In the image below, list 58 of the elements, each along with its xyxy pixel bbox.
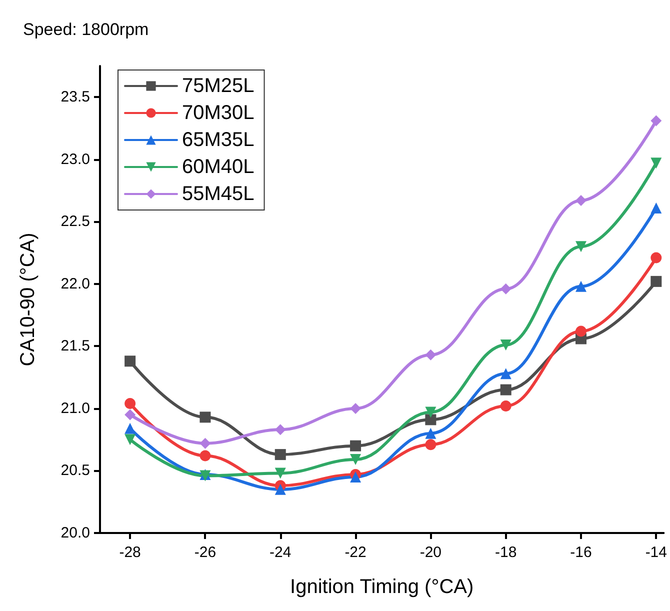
point — [350, 440, 362, 452]
point — [274, 424, 286, 436]
point — [425, 439, 436, 450]
point — [576, 280, 587, 292]
point — [576, 326, 587, 337]
point — [274, 484, 286, 495]
legend-label: 60M40L — [182, 156, 254, 178]
x-tick-label: -24 — [270, 544, 292, 561]
x-tick-label: -18 — [495, 544, 517, 561]
point — [425, 349, 436, 360]
point — [124, 434, 136, 446]
point — [500, 283, 512, 294]
point — [124, 409, 136, 420]
point — [200, 450, 211, 462]
point — [350, 402, 362, 414]
y-tick-label: 23.5 — [60, 88, 90, 106]
point — [274, 449, 286, 460]
point — [425, 406, 436, 418]
point — [350, 471, 362, 482]
point — [576, 241, 587, 252]
point — [425, 428, 436, 439]
x-tick-label: -14 — [645, 544, 668, 561]
point — [650, 158, 662, 169]
point — [576, 194, 587, 206]
x-tick-label: -16 — [570, 544, 592, 561]
legend-label: 55M45L — [182, 183, 254, 205]
x-tick-label: -22 — [344, 544, 366, 561]
y-tick-label: 20.0 — [60, 524, 90, 542]
point — [500, 368, 512, 380]
legend-label: 70M30L — [182, 102, 254, 124]
y-tick-label: 22.5 — [60, 213, 90, 230]
y-tick-label: 23.0 — [60, 150, 90, 168]
y-tick-label: 22.0 — [60, 275, 90, 292]
point — [500, 384, 512, 396]
point — [200, 438, 211, 449]
y-tick-label: 21.0 — [60, 400, 90, 417]
chart-title: Speed: 1800rpm — [23, 20, 149, 39]
point — [200, 412, 211, 423]
y-tick-label: 21.5 — [60, 338, 90, 355]
point — [500, 400, 512, 412]
x-tick-label: -20 — [420, 544, 442, 561]
x-tick-label: -28 — [119, 544, 141, 561]
legend-label: 65M35L — [182, 129, 254, 151]
point — [650, 202, 662, 214]
x-axis-title: Ignition Timing (°CA) — [290, 576, 474, 598]
point — [500, 339, 512, 350]
point — [124, 398, 136, 409]
point — [650, 252, 662, 264]
y-axis-title: CA10-90 (°CA) — [17, 232, 39, 366]
point — [650, 276, 662, 287]
y-tick-label: 20.5 — [60, 462, 90, 480]
point — [274, 468, 286, 479]
point — [425, 414, 436, 426]
point — [650, 115, 662, 126]
legend-label: 75M25L — [182, 75, 254, 97]
point — [124, 356, 136, 367]
point — [350, 454, 362, 466]
x-tick-label: -26 — [194, 544, 216, 561]
